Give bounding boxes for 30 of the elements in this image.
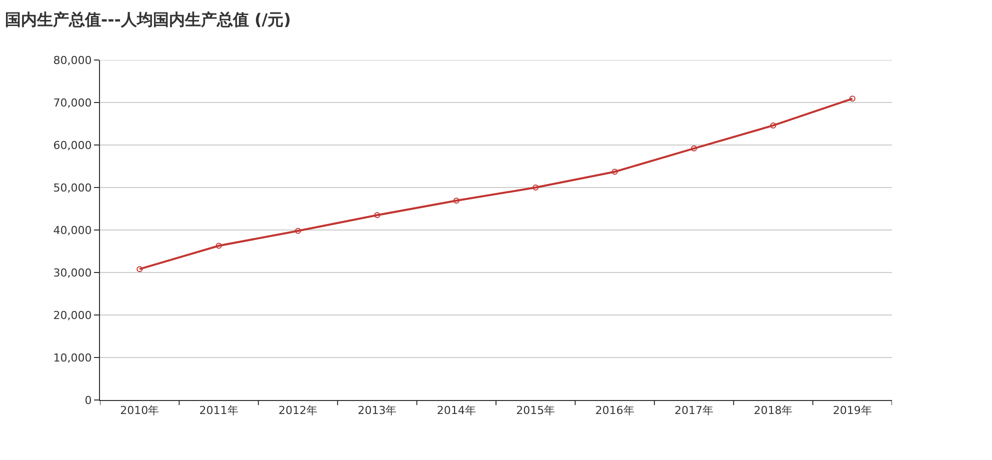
x-tick-label: 2010年 (120, 404, 160, 418)
point (216, 242, 222, 249)
point (136, 266, 143, 272)
y-tick-label: 70,000 (53, 96, 92, 110)
point (849, 96, 856, 102)
x-tick-label: 2012年 (278, 404, 318, 418)
y-tick-label: 40,000 (53, 224, 92, 237)
point (374, 212, 380, 218)
x-tick-label: 2013年 (358, 404, 397, 418)
y-tick-label: 80,000 (53, 54, 92, 67)
y-tick-label: 20,000 (53, 308, 92, 322)
x-tick-label: 2014年 (436, 404, 476, 418)
x-tick-label: 2019年 (832, 404, 872, 418)
y-tick-label: 60,000 (53, 138, 92, 152)
point (453, 198, 460, 204)
x-tick-label: 2015年 (516, 404, 556, 418)
y-tick-label: 10,000 (53, 351, 92, 364)
y-tick-label: 0 (84, 394, 92, 407)
point (691, 145, 697, 152)
y-tick-label: 50,000 (53, 181, 92, 194)
y-tick-label: 30,000 (53, 266, 92, 280)
point (770, 122, 776, 128)
x-tick-label: 2017年 (674, 404, 714, 418)
x-tick-label: 2018年 (754, 404, 793, 418)
point (612, 168, 618, 175)
x-tick-label: 2011年 (199, 404, 238, 418)
point (295, 228, 301, 234)
point (532, 184, 539, 190)
chart-title: 国内生产总值---人均国内生产总值 (/元) (4, 10, 291, 29)
x-tick-label: 2016年 (595, 404, 634, 418)
